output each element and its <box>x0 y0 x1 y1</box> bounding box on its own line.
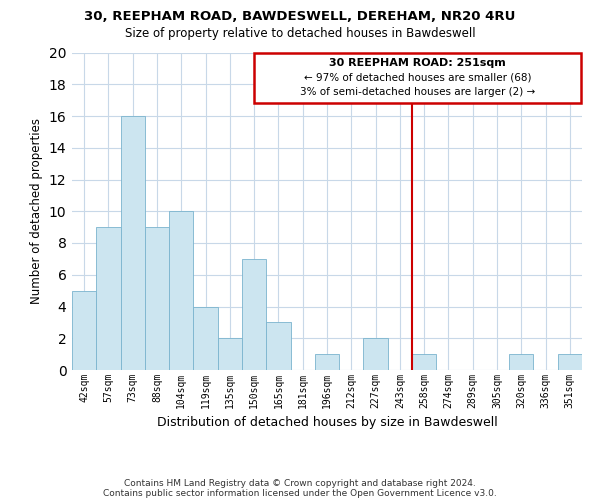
Text: Size of property relative to detached houses in Bawdeswell: Size of property relative to detached ho… <box>125 28 475 40</box>
Bar <box>96 227 121 370</box>
Bar <box>364 338 388 370</box>
Y-axis label: Number of detached properties: Number of detached properties <box>30 118 43 304</box>
Text: 3% of semi-detached houses are larger (2) →: 3% of semi-detached houses are larger (2… <box>300 87 535 97</box>
Bar <box>145 227 169 370</box>
Bar <box>121 116 145 370</box>
Bar <box>169 211 193 370</box>
Text: Contains HM Land Registry data © Crown copyright and database right 2024.: Contains HM Land Registry data © Crown c… <box>124 478 476 488</box>
Bar <box>558 354 582 370</box>
Bar <box>218 338 242 370</box>
Bar <box>242 259 266 370</box>
Text: 30, REEPHAM ROAD, BAWDESWELL, DEREHAM, NR20 4RU: 30, REEPHAM ROAD, BAWDESWELL, DEREHAM, N… <box>85 10 515 23</box>
X-axis label: Distribution of detached houses by size in Bawdeswell: Distribution of detached houses by size … <box>157 416 497 430</box>
Bar <box>266 322 290 370</box>
Bar <box>72 290 96 370</box>
Bar <box>509 354 533 370</box>
FancyBboxPatch shape <box>254 52 581 104</box>
Text: ← 97% of detached houses are smaller (68): ← 97% of detached houses are smaller (68… <box>304 73 531 83</box>
Bar <box>412 354 436 370</box>
Text: Contains public sector information licensed under the Open Government Licence v3: Contains public sector information licen… <box>103 488 497 498</box>
Bar <box>315 354 339 370</box>
Bar <box>193 306 218 370</box>
Text: 30 REEPHAM ROAD: 251sqm: 30 REEPHAM ROAD: 251sqm <box>329 58 506 68</box>
